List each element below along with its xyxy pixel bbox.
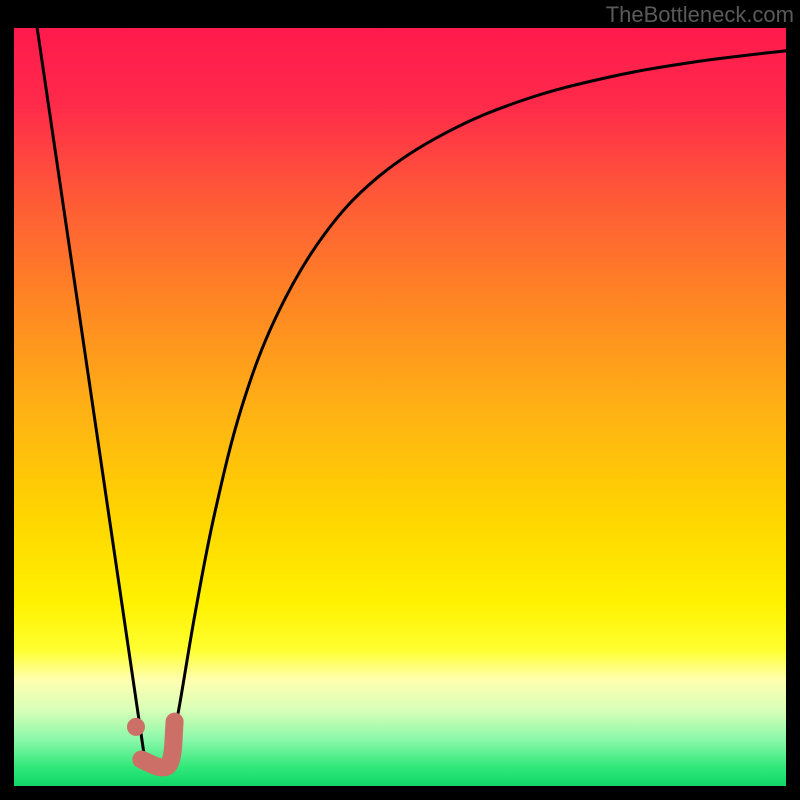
- chart-svg: [0, 0, 800, 800]
- marker-dot: [127, 718, 145, 736]
- plot-background: [14, 28, 786, 786]
- chart-container: TheBottleneck.com: [0, 0, 800, 800]
- watermark-text: TheBottleneck.com: [606, 2, 794, 28]
